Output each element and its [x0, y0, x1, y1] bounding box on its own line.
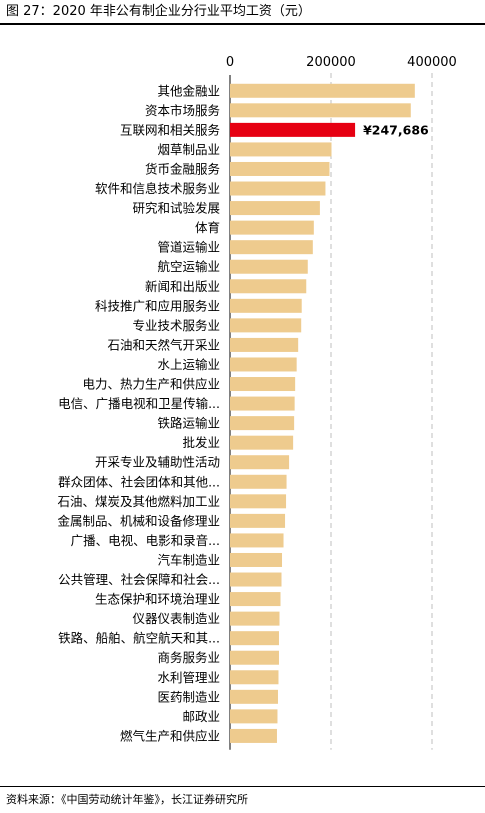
title-rule: [0, 23, 485, 25]
bar: [230, 298, 302, 313]
bar: [230, 259, 308, 274]
source-rule: [0, 786, 485, 787]
category-label: 汽车制造业: [157, 552, 220, 567]
bar: [230, 513, 286, 528]
bar: [230, 552, 283, 567]
figure-source: 资料来源：《中国劳动统计年鉴》，长江证券研究所: [6, 793, 248, 806]
bar: [230, 201, 320, 216]
category-label: 专业技术服务业: [132, 318, 220, 333]
category-label: 科技推广和应用服务业: [95, 298, 220, 313]
category-label: 水利管理业: [157, 670, 220, 685]
category-label: 邮政业: [182, 709, 220, 724]
category-label: 商务服务业: [157, 650, 220, 665]
bar: [230, 474, 287, 489]
category-label: 公共管理、社会保障和社会...: [58, 572, 220, 587]
bar: [230, 181, 326, 196]
category-label: 航空运输业: [157, 259, 220, 274]
category-label: 广播、电视、电影和录音...: [71, 533, 220, 548]
bar: [230, 670, 279, 685]
category-label: 群众团体、社会团体和其他...: [58, 474, 220, 489]
category-label: 其他金融业: [157, 83, 220, 98]
category-label: 铁路、船舶、航空航天和其...: [58, 631, 220, 646]
category-label: 资本市场服务: [145, 103, 220, 118]
bar: [230, 631, 279, 646]
bar: [230, 611, 280, 626]
x-tick-labels: 0 200000 400000: [226, 55, 457, 70]
category-label: 铁路运输业: [157, 416, 220, 431]
category-label: 研究和试验发展: [132, 201, 220, 216]
bar: [230, 240, 313, 255]
bar: [230, 533, 284, 548]
bar: [230, 494, 287, 509]
category-label: 管道运输业: [157, 240, 220, 255]
bar: [230, 161, 330, 176]
category-label: 电信、广播电视和卫星传输...: [58, 396, 220, 411]
bar: [230, 572, 282, 587]
figure-title: 图 27：2020 年非公有制企业分行业平均工资（元）: [6, 4, 311, 19]
category-label: 货币金融服务: [145, 161, 220, 176]
category-labels: 其他金融业资本市场服务互联网和相关服务烟草制品业货币金融服务软件和信息技术服务业…: [57, 83, 220, 743]
bar: [230, 279, 307, 294]
category-label: 电力、热力生产和供应业: [82, 377, 220, 392]
bar: [230, 689, 278, 704]
x-tick-label: 200000: [306, 55, 356, 70]
x-tick-label: 400000: [407, 55, 457, 70]
bar: [230, 416, 295, 431]
category-label: 软件和信息技术服务业: [95, 181, 220, 196]
bar: [230, 103, 411, 118]
bar-chart: 其他金融业资本市场服务互联网和相关服务烟草制品业货币金融服务软件和信息技术服务业…: [57, 55, 457, 750]
bar: [230, 377, 296, 392]
category-label: 石油和天然气开采业: [107, 337, 220, 352]
category-label: 批发业: [182, 435, 220, 450]
bar: [230, 122, 356, 137]
category-label: 互联网和相关服务: [120, 122, 220, 137]
bars: [230, 83, 415, 743]
bar: [230, 728, 277, 743]
category-label: 体育: [195, 220, 220, 235]
data-label: ¥247,686: [363, 122, 429, 137]
annotations: ¥247,686: [363, 122, 429, 137]
bar: [230, 455, 290, 470]
category-label: 金属制品、机械和设备修理业: [57, 513, 220, 528]
category-label: 烟草制品业: [157, 142, 220, 157]
x-tick-label: 0: [226, 55, 234, 70]
category-label: 水上运输业: [157, 357, 220, 372]
bar: [230, 650, 279, 665]
bar: [230, 709, 278, 724]
category-label: 生态保护和环境治理业: [95, 592, 220, 607]
bar: [230, 337, 299, 352]
bar: [230, 357, 297, 372]
bar: [230, 220, 314, 235]
bar: [230, 396, 295, 411]
bar: [230, 142, 332, 157]
category-label: 燃气生产和供应业: [120, 728, 220, 743]
category-label: 仪器仪表制造业: [132, 611, 220, 626]
category-label: 开采专业及辅助性活动: [95, 455, 220, 470]
bar: [230, 318, 302, 333]
bar: [230, 83, 415, 98]
bar: [230, 435, 294, 450]
category-label: 新闻和出版业: [145, 279, 220, 294]
category-label: 医药制造业: [157, 689, 220, 704]
category-label: 石油、煤炭及其他燃料加工业: [57, 494, 220, 509]
bar: [230, 592, 281, 607]
